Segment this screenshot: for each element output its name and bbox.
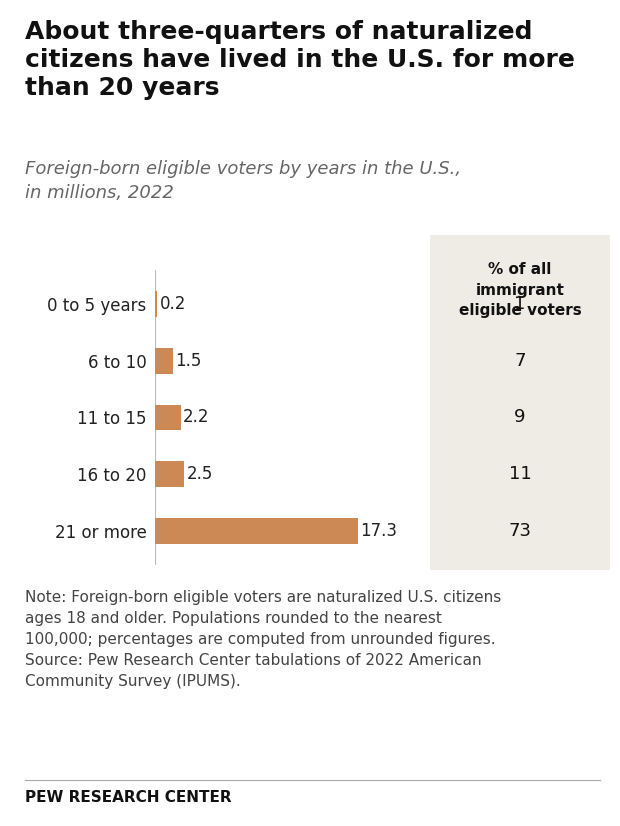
Text: % of all
immigrant
eligible voters: % of all immigrant eligible voters <box>459 262 582 319</box>
Text: 1.5: 1.5 <box>175 352 202 370</box>
Text: 7: 7 <box>514 352 526 370</box>
Bar <box>155 462 184 487</box>
Text: Note: Foreign-born eligible voters are naturalized U.S. citizens
ages 18 and old: Note: Foreign-born eligible voters are n… <box>25 590 501 689</box>
Text: 17.3: 17.3 <box>361 522 397 540</box>
Bar <box>155 405 181 430</box>
Text: 73: 73 <box>508 522 531 540</box>
Text: 11: 11 <box>508 465 531 483</box>
Bar <box>155 518 358 544</box>
Bar <box>155 348 172 373</box>
Text: 9: 9 <box>514 409 526 426</box>
Text: 2.5: 2.5 <box>187 465 213 483</box>
Text: 2.2: 2.2 <box>183 409 210 426</box>
Bar <box>155 292 157 317</box>
Text: PEW RESEARCH CENTER: PEW RESEARCH CENTER <box>25 790 232 805</box>
Text: 0.2: 0.2 <box>160 295 186 313</box>
Text: About three-quarters of naturalized
citizens have lived in the U.S. for more
tha: About three-quarters of naturalized citi… <box>25 20 575 100</box>
Text: Foreign-born eligible voters by years in the U.S.,
in millions, 2022: Foreign-born eligible voters by years in… <box>25 160 461 202</box>
Text: 1: 1 <box>515 295 526 313</box>
